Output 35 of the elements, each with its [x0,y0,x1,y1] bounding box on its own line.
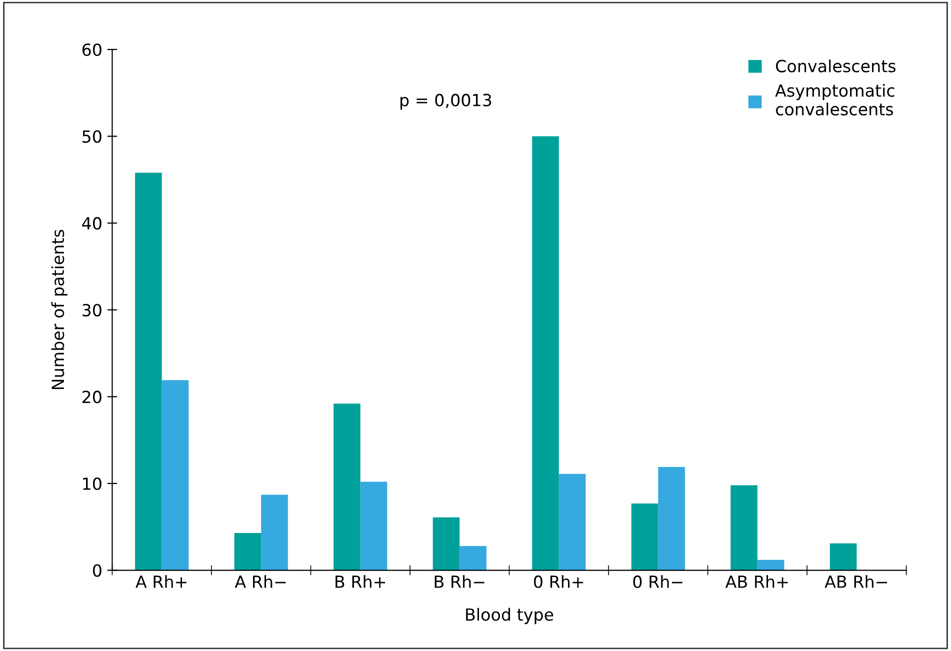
bar [658,466,685,570]
bar [432,517,460,570]
bar [334,404,360,570]
x-tick-label: A Rh− [234,575,286,588]
y-tick-label: 40 [82,217,102,230]
y-axis-title: Number of patients [51,230,68,390]
annotation: p = 0,0013 [400,94,492,110]
y-tick-label: 30 [82,304,102,316]
bar [532,136,559,570]
bar [460,546,486,570]
y-tick-label: 20 [82,390,102,404]
x-tick-label: B Rh− [434,575,484,588]
bar [261,494,288,570]
x-tick-label: 0 Rh− [633,575,682,588]
y-tick-label: 50 [82,130,102,143]
legend-label: Asymptomatic convalescents [775,84,894,116]
bar [234,532,262,570]
x-tick-label: A Rh+ [136,575,186,588]
y-tick-label: 10 [83,477,102,490]
bar [558,474,586,570]
legend-label: Convalescents [776,59,896,72]
x-tick-label: B Rh+ [336,575,386,588]
x-tick-label: 0 Rh+ [534,575,584,588]
bar [730,485,758,570]
x-tick-label: AB Rh+ [725,575,788,588]
bar [631,503,658,570]
x-axis-title: Blood type [466,608,554,624]
bar [830,543,857,570]
bar [135,172,162,570]
bar [360,482,388,570]
bar [162,380,189,570]
y-tick-label: 0 [92,564,102,577]
x-tick-label: AB Rh− [824,575,888,588]
bar [757,560,784,570]
y-tick-label: 60 [82,43,102,56]
